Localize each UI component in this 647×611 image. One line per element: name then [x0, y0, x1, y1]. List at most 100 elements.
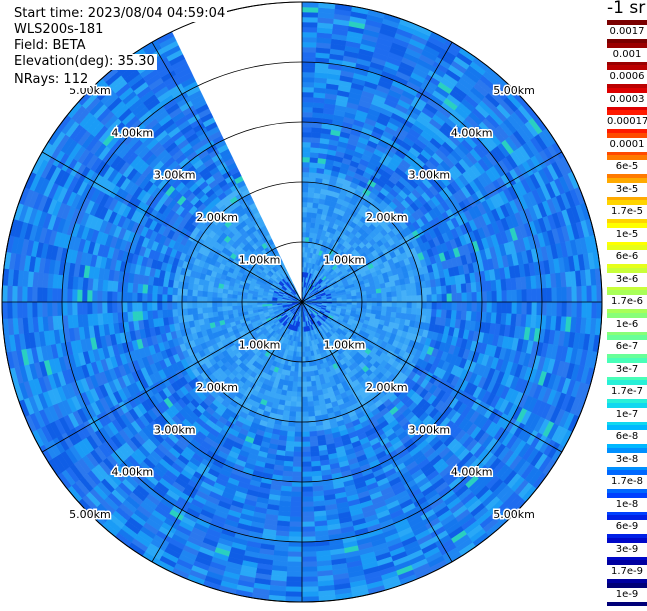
data-cell [396, 307, 401, 313]
data-cell [302, 462, 311, 467]
data-cell [406, 308, 412, 314]
data-cell [297, 392, 302, 397]
data-cell [310, 446, 319, 452]
data-cell [212, 307, 217, 312]
data-cell [302, 27, 317, 32]
data-cell [582, 302, 587, 318]
data-cell [382, 297, 387, 302]
data-cell [237, 305, 242, 309]
data-cell [213, 312, 219, 318]
data-cell [412, 296, 417, 302]
data-cell [302, 172, 309, 177]
data-cell [552, 302, 557, 316]
data-cell [302, 577, 318, 582]
data-cell [305, 352, 308, 357]
data-cell [302, 482, 312, 487]
data-cell [547, 302, 552, 316]
data-cell [562, 287, 567, 302]
data-cell [298, 377, 303, 382]
data-cell [307, 212, 312, 217]
data-cell [308, 401, 314, 406]
data-cell [352, 299, 357, 302]
data-cell [187, 308, 193, 315]
data-cell [427, 295, 432, 302]
data-cell [302, 217, 307, 222]
data-cell [337, 298, 342, 301]
data-cell [577, 286, 582, 302]
data-cell [285, 446, 294, 452]
data-cell [302, 387, 307, 392]
data-cell [312, 386, 318, 392]
data-cell [307, 387, 312, 392]
data-cell [302, 212, 307, 217]
data-cell [302, 177, 309, 182]
data-cell [227, 302, 232, 306]
data-cell [386, 287, 392, 293]
data-cell [305, 362, 309, 367]
data-cell [347, 299, 352, 302]
data-cell [302, 437, 310, 442]
data-cell [532, 302, 537, 315]
data-cell [227, 306, 232, 311]
data-cell [587, 302, 592, 318]
data-cell [432, 294, 437, 302]
data-cell [302, 247, 305, 252]
data-cell [436, 286, 442, 294]
data-cell [577, 302, 582, 318]
data-cell [367, 298, 372, 302]
data-cell [294, 432, 302, 437]
data-cell [293, 377, 298, 382]
data-cell [298, 372, 302, 377]
data-cell [232, 309, 238, 313]
data-cell [417, 302, 422, 309]
data-cell [457, 293, 462, 302]
data-cell [436, 310, 442, 318]
data-cell [592, 302, 598, 319]
data-cell [287, 426, 295, 432]
data-cell [167, 309, 173, 317]
data-cell [290, 512, 302, 517]
data-cell [302, 77, 315, 82]
data-cell [207, 307, 213, 313]
data-cell [290, 517, 302, 522]
data-cell [307, 391, 313, 397]
data-cell [302, 187, 308, 192]
data-cell [311, 456, 320, 462]
data-cell [305, 347, 308, 352]
data-cell [192, 308, 198, 314]
data-cell [287, 567, 302, 572]
data-cell [357, 295, 362, 299]
data-cell [287, 431, 295, 437]
data-cell [302, 422, 309, 427]
data-cell [286, 436, 294, 442]
data-cell [302, 452, 311, 457]
data-cell [401, 308, 406, 314]
data-cell [295, 427, 302, 432]
data-cell [286, 592, 303, 598]
data-cell [567, 287, 572, 302]
data-cell [397, 302, 402, 308]
data-cell [302, 137, 311, 142]
data-cell [302, 382, 307, 387]
data-cell [302, 47, 316, 52]
data-cell [367, 302, 372, 306]
data-cell [447, 302, 452, 310]
data-cell [289, 532, 302, 537]
data-cell [302, 567, 317, 572]
data-cell [290, 406, 296, 412]
data-cell [302, 587, 318, 592]
data-cell [293, 467, 303, 472]
data-cell [292, 482, 302, 487]
data-cell [299, 357, 302, 362]
data-cell [289, 522, 302, 527]
data-cell [302, 112, 313, 117]
data-cell [472, 292, 477, 302]
data-cell [302, 57, 316, 62]
data-cell [391, 291, 397, 297]
data-cell [382, 293, 387, 298]
data-cell [306, 232, 310, 237]
data-cell [302, 477, 312, 482]
data-cell [357, 299, 362, 302]
data-cell [302, 502, 314, 507]
data-cell [312, 208, 318, 214]
